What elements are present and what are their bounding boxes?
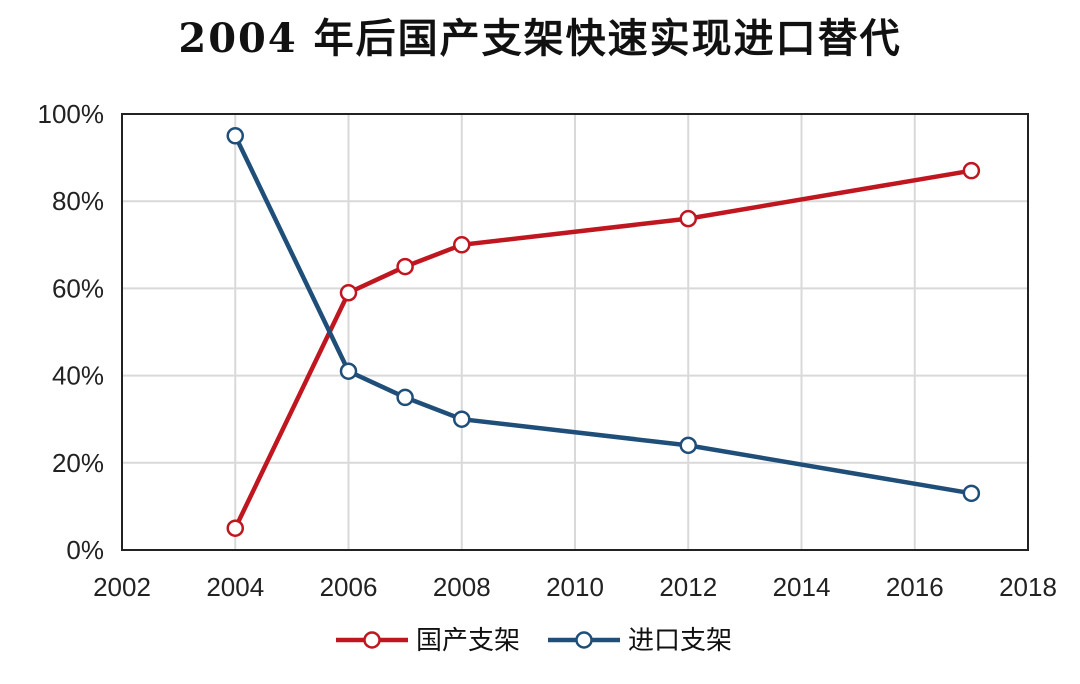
x-tick-label: 2014 [773,572,831,602]
legend-swatch-marker [363,631,381,649]
x-tick-label: 2010 [546,572,604,602]
chart-title: 2004 年后国产支架快速实现进口替代 [178,15,902,62]
data-point [339,362,358,380]
series-2 [226,127,981,503]
series-layer [226,127,981,537]
y-tick-label: 100% [38,99,105,129]
data-point [962,484,981,503]
x-tick-label: 2016 [886,572,944,602]
data-point [226,127,244,145]
plot-area-border [121,113,1029,551]
x-tick-label: 2002 [93,572,151,602]
x-axis-ticks: 2002 2004 2006 2008 2010 2012 2014 2016 2018 [93,572,1057,602]
legend-label: 国产支架 [416,626,520,656]
y-tick-label: 60% [52,273,104,303]
data-point [962,161,981,180]
y-axis-ticks: 0% 20% 40% 60% 80% 100% [38,99,105,565]
data-point [679,436,697,455]
legend-label: 进口支架 [628,626,732,656]
data-point [453,410,471,428]
data-point [396,257,414,276]
data-point [339,284,358,302]
y-tick-label: 20% [52,448,104,478]
y-tick-label: 0% [66,535,104,565]
legend-item: 国产支架 [336,626,520,656]
data-point [226,519,244,537]
x-tick-label: 2008 [433,572,491,602]
x-tick-label: 2012 [659,572,717,602]
data-point [679,209,697,228]
data-point [453,236,471,254]
legend: 国产支架 进口支架 [336,626,732,656]
series-line [233,134,972,496]
data-point [396,388,414,407]
legend-swatch-marker [575,631,593,649]
y-tick-label: 40% [52,361,104,391]
x-tick-label: 2006 [320,572,378,602]
y-tick-label: 80% [52,186,104,216]
x-tick-label: 2004 [206,572,264,602]
legend-item: 进口支架 [548,626,732,656]
x-tick-label: 2018 [999,572,1057,602]
